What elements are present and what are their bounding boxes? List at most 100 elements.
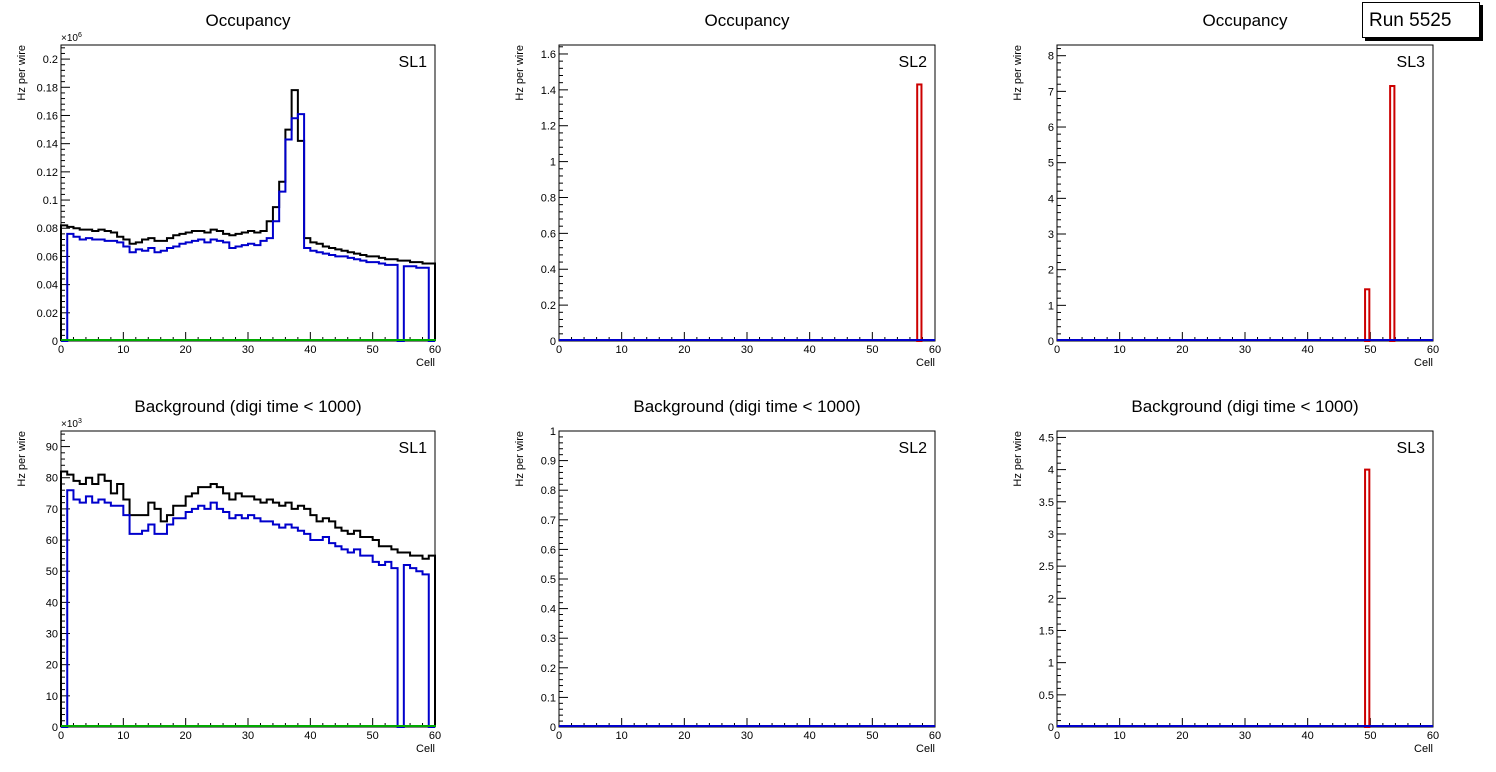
x-tick-label: 30 — [1239, 344, 1251, 356]
y-tick-label: 40 — [46, 597, 58, 609]
y-tick-label: 1.2 — [541, 121, 556, 133]
y-tick-label: 0.8 — [541, 485, 556, 497]
y-tick-label: 0 — [1048, 336, 1054, 348]
superlayer-label: SL2 — [899, 440, 928, 457]
y-tick-label: 0.2 — [541, 300, 556, 312]
x-tick-label: 40 — [304, 730, 316, 742]
superlayer-label: SL3 — [1397, 54, 1426, 71]
x-tick-label: 0 — [556, 344, 562, 356]
histogram-total — [60, 89, 436, 341]
x-tick-label: 30 — [242, 344, 254, 356]
x-tick-label: 60 — [429, 344, 441, 356]
plot-frame — [558, 44, 936, 342]
y-tick-label: 0.1 — [541, 692, 556, 704]
y-tick-label: 20 — [46, 660, 58, 672]
y-tick-label: 1 — [550, 426, 556, 438]
y-tick-label: 10 — [46, 691, 58, 703]
y-tick-label: 4 — [1048, 465, 1054, 477]
x-tick-label: 60 — [1427, 344, 1439, 356]
noise-bin-bar — [1364, 288, 1371, 342]
y-tick-label: 0.4 — [541, 604, 556, 616]
y-exponent-base: ×10 — [61, 33, 78, 44]
y-exponent-power: 3 — [78, 418, 82, 425]
superlayer-label: SL1 — [399, 440, 428, 457]
y-tick-label: 0 — [550, 722, 556, 734]
y-tick-label: 70 — [46, 504, 58, 516]
y-tick-label: 0.2 — [541, 663, 556, 675]
y-tick-label: 3 — [1048, 529, 1054, 541]
x-tick-label: 0 — [1054, 344, 1060, 356]
x-tick-label: 30 — [242, 730, 254, 742]
x-tick-label: 20 — [678, 730, 690, 742]
y-tick-label: 1.5 — [1039, 625, 1054, 637]
x-tick-label: 10 — [1114, 344, 1126, 356]
y-tick-label: 0.06 — [37, 251, 58, 263]
plot-frame — [60, 44, 436, 342]
y-tick-label: 2 — [1048, 593, 1054, 605]
x-tick-label: 60 — [929, 730, 941, 742]
y-tick-label: 0.18 — [37, 82, 58, 94]
histogram-good — [61, 489, 435, 728]
superlayer-label: SL2 — [899, 54, 928, 71]
y-tick-label: 1.6 — [541, 49, 556, 61]
x-tick-label: 60 — [929, 344, 941, 356]
x-tick-label: 50 — [367, 344, 379, 356]
panel-title: Occupancy — [205, 11, 291, 30]
x-tick-label: 60 — [1427, 730, 1439, 742]
y-tick-label: 90 — [46, 442, 58, 454]
y-axis-label: Hz per wire — [514, 431, 526, 487]
x-tick-label: 50 — [866, 730, 878, 742]
x-axis-label: Cell — [916, 743, 935, 755]
superlayer-label: SL1 — [399, 54, 428, 71]
x-tick-label: 10 — [616, 344, 628, 356]
y-tick-label: 0.02 — [37, 308, 58, 320]
y-tick-label: 1 — [1048, 300, 1054, 312]
x-tick-label: 40 — [1302, 344, 1314, 356]
y-tick-label: 0.6 — [541, 228, 556, 240]
y-tick-label: 3.5 — [1039, 497, 1054, 509]
panel-title: Occupancy — [704, 11, 790, 30]
y-tick-label: 0.3 — [541, 633, 556, 645]
y-axis-label: Hz per wire — [16, 431, 28, 487]
panel-title: Background (digi time < 1000) — [633, 397, 860, 416]
x-tick-label: 60 — [429, 730, 441, 742]
x-tick-label: 40 — [804, 344, 816, 356]
y-exponent-base: ×10 — [61, 419, 78, 430]
y-exponent-power: 6 — [78, 32, 82, 39]
x-tick-label: 40 — [1302, 730, 1314, 742]
x-tick-label: 30 — [1239, 730, 1251, 742]
x-tick-label: 20 — [180, 344, 192, 356]
x-tick-label: 20 — [678, 344, 690, 356]
x-tick-label: 20 — [1176, 344, 1188, 356]
panel-title: Background (digi time < 1000) — [1131, 397, 1358, 416]
y-tick-label: 0.6 — [541, 544, 556, 556]
y-tick-label: 0.2 — [43, 54, 58, 66]
run-label-box: Run 5525 — [1362, 2, 1480, 38]
y-tick-label: 5 — [1048, 158, 1054, 170]
y-axis-label: Hz per wire — [16, 45, 28, 101]
y-tick-label: 0.4 — [541, 264, 556, 276]
y-exponent-label: ×103 — [61, 418, 82, 430]
histogram-total — [60, 470, 436, 727]
x-tick-label: 10 — [117, 730, 129, 742]
y-tick-label: 0.14 — [37, 139, 58, 151]
x-axis-label: Cell — [416, 357, 435, 369]
x-tick-label: 0 — [556, 730, 562, 742]
plot-frame — [558, 430, 936, 728]
x-tick-label: 50 — [866, 344, 878, 356]
x-tick-label: 0 — [58, 344, 64, 356]
y-tick-label: 4.5 — [1039, 432, 1054, 444]
x-tick-label: 10 — [616, 730, 628, 742]
y-tick-label: 0.5 — [541, 574, 556, 586]
x-tick-label: 10 — [117, 344, 129, 356]
superlayer-label: SL3 — [1397, 440, 1426, 457]
y-tick-label: 30 — [46, 629, 58, 641]
x-tick-label: 30 — [741, 730, 753, 742]
y-tick-label: 4 — [1048, 193, 1054, 205]
y-tick-label: 0.8 — [541, 192, 556, 204]
panel-title: Background (digi time < 1000) — [134, 397, 361, 416]
y-tick-label: 60 — [46, 535, 58, 547]
